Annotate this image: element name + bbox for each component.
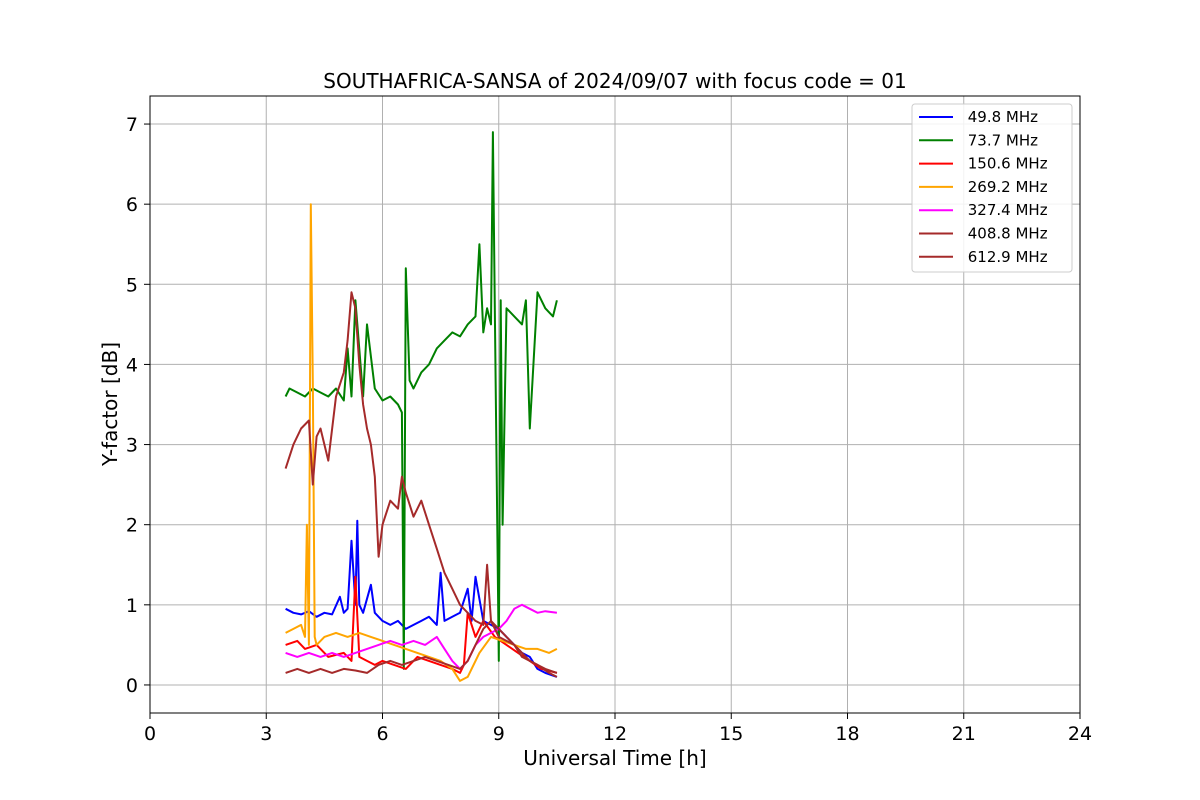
x-tick-label: 6 bbox=[376, 723, 388, 745]
series-lines bbox=[284, 131, 558, 682]
x-tick-label: 24 bbox=[1068, 723, 1092, 745]
legend: 49.8 MHz 73.7 MHz 150.6 MHz 269.2 MHz 32… bbox=[911, 103, 1073, 273]
y-tick-label: 2 bbox=[126, 515, 138, 537]
x-tick-label: 15 bbox=[719, 723, 743, 745]
x-tick-label: 3 bbox=[260, 723, 272, 745]
series-line-3 bbox=[285, 203, 558, 682]
chart-title: SOUTHAFRICA-SANSA of 2024/09/07 with foc… bbox=[323, 69, 907, 93]
legend-items: 49.8 MHz 73.7 MHz 150.6 MHz 269.2 MHz 32… bbox=[919, 108, 1048, 266]
x-tick-label: 12 bbox=[603, 723, 627, 745]
y-tick-label: 7 bbox=[126, 114, 138, 136]
series-line-6 bbox=[285, 619, 558, 678]
series-line-5 bbox=[284, 291, 558, 674]
x-tick-label: 18 bbox=[835, 723, 859, 745]
legend-label-2: 150.6 MHz bbox=[963, 155, 1048, 173]
legend-label-1: 73.7 MHz bbox=[963, 131, 1038, 149]
x-tick-label: 9 bbox=[493, 723, 505, 745]
series-line-1 bbox=[284, 131, 558, 670]
y-tick-label: 4 bbox=[126, 354, 138, 376]
x-axis-title: Universal Time [h] bbox=[523, 746, 706, 770]
series-line-4 bbox=[285, 603, 558, 670]
y-axis-title: Y-factor [dB] bbox=[98, 342, 122, 467]
legend-label-6: 612.9 MHz bbox=[963, 248, 1048, 266]
y-tick-label: 6 bbox=[126, 194, 138, 216]
legend-label-0: 49.8 MHz bbox=[963, 108, 1038, 126]
y-tick-label: 1 bbox=[126, 595, 138, 617]
legend-label-4: 327.4 MHz bbox=[963, 201, 1048, 219]
legend-label-3: 269.2 MHz bbox=[963, 178, 1048, 196]
y-tick-label: 5 bbox=[126, 274, 138, 296]
legend-label-5: 408.8 MHz bbox=[963, 225, 1048, 243]
y-tick-label: 3 bbox=[126, 435, 138, 457]
x-tick-label: 21 bbox=[952, 723, 976, 745]
x-tick-label: 0 bbox=[144, 723, 156, 745]
y-tick-label: 0 bbox=[126, 675, 138, 697]
legend-box bbox=[911, 103, 1073, 273]
